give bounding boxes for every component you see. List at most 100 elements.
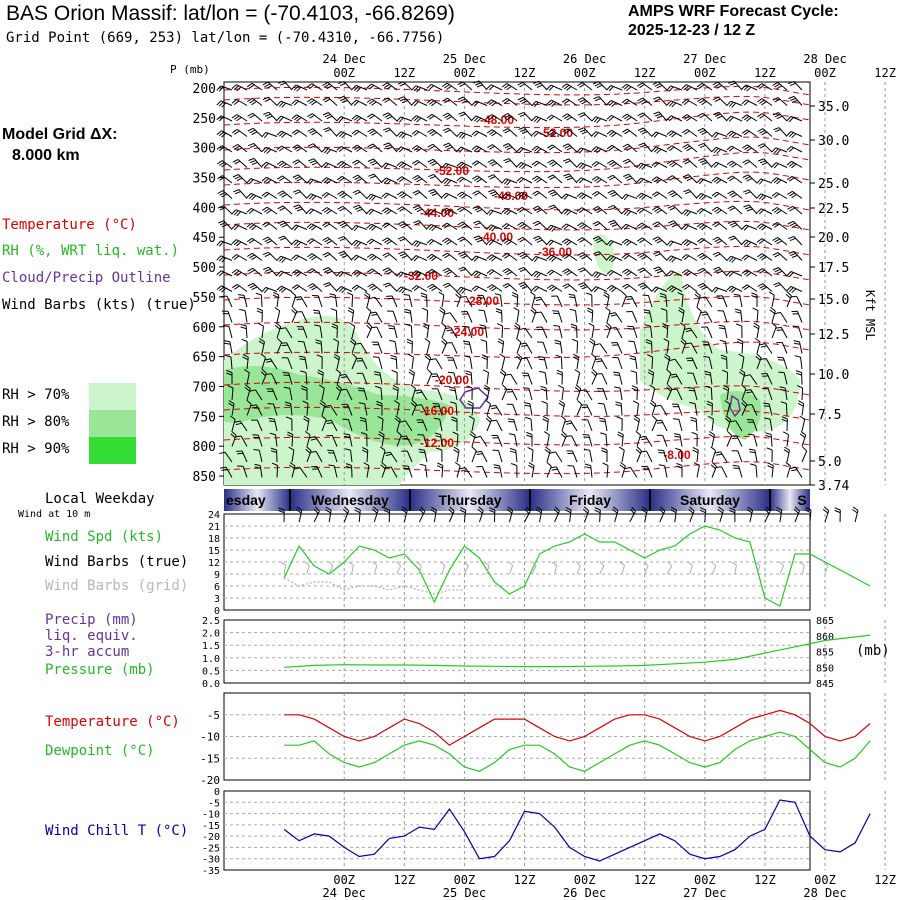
time-tick-bottom: 00Z bbox=[814, 873, 836, 887]
wind-barb bbox=[366, 253, 383, 261]
wind-barb bbox=[276, 160, 293, 168]
wind-barb bbox=[351, 84, 368, 93]
time-tick-top: 12Z bbox=[634, 66, 656, 80]
wind-barb bbox=[381, 177, 398, 185]
wind-barb bbox=[714, 451, 728, 463]
wind-barb bbox=[502, 283, 518, 292]
wind-barb bbox=[718, 324, 728, 339]
wind-barb bbox=[246, 178, 263, 185]
wind-barb bbox=[292, 174, 308, 184]
wind-barb bbox=[461, 311, 473, 323]
wind-barb bbox=[771, 162, 788, 169]
wind-barb bbox=[307, 283, 323, 292]
grid-wind-barb bbox=[463, 561, 469, 575]
wind-barb bbox=[793, 340, 803, 354]
wind-barb bbox=[319, 399, 326, 416]
wind-barb bbox=[672, 418, 683, 432]
wind-barb bbox=[240, 323, 248, 339]
wind-barb bbox=[276, 270, 293, 277]
wind-barb bbox=[392, 384, 399, 401]
wind-barb bbox=[475, 450, 488, 463]
wind-barb bbox=[330, 308, 338, 323]
wind-barb bbox=[788, 95, 803, 106]
wind-barb bbox=[732, 465, 743, 478]
wind-barb bbox=[561, 208, 578, 216]
legend-temperature: Temperature (°C) bbox=[2, 217, 137, 233]
wind-barb bbox=[651, 286, 668, 293]
isotherm-line bbox=[223, 435, 811, 446]
wind-chill-tick-label: -10 bbox=[202, 810, 220, 821]
wind-barb bbox=[403, 294, 413, 308]
date-label-bottom: 24 Dec bbox=[323, 886, 366, 900]
wind-barb bbox=[501, 223, 518, 230]
wind-barb bbox=[561, 253, 578, 261]
wind-barb bbox=[351, 114, 368, 122]
model-grid-label: Model Grid ΔX: bbox=[2, 126, 118, 143]
wind-barb bbox=[637, 237, 653, 246]
wind-barb bbox=[502, 128, 518, 137]
wind-barb bbox=[322, 112, 338, 122]
temperature-line bbox=[284, 709, 871, 746]
wind-barb bbox=[756, 238, 773, 246]
wind-barb bbox=[328, 464, 338, 478]
wind-barb bbox=[352, 189, 368, 199]
wind-barb bbox=[621, 253, 638, 261]
wind-barb bbox=[248, 142, 263, 153]
wind-barb bbox=[306, 208, 323, 215]
wind-barb bbox=[441, 222, 458, 230]
wind-barb bbox=[724, 400, 731, 416]
legend-liq: liq. equiv. bbox=[45, 628, 138, 644]
wind-barb bbox=[679, 322, 686, 339]
wind-barb bbox=[338, 80, 353, 91]
wind-barb bbox=[442, 267, 458, 277]
wind-barb bbox=[681, 239, 698, 247]
wind-barb bbox=[451, 416, 458, 431]
wind-barb bbox=[301, 385, 308, 400]
wind-barb bbox=[233, 189, 248, 199]
pressure-tick-label: 860 bbox=[816, 632, 834, 643]
wind-barb bbox=[337, 205, 353, 215]
wind-barb bbox=[516, 161, 533, 170]
wind-barb bbox=[243, 369, 250, 385]
wind-barb bbox=[317, 369, 324, 385]
wind-barb bbox=[396, 176, 413, 184]
wind-barb bbox=[382, 237, 398, 246]
wind-barb bbox=[288, 446, 295, 463]
wind-barb bbox=[562, 113, 578, 122]
wind-barb bbox=[427, 143, 443, 153]
wind-barb bbox=[682, 174, 698, 184]
wind-barb bbox=[774, 311, 788, 323]
wind-barb bbox=[772, 236, 788, 246]
surface-wind-barb bbox=[489, 507, 496, 523]
wind-barb bbox=[336, 175, 353, 184]
wind-barb bbox=[621, 208, 638, 217]
wind-barb bbox=[629, 355, 638, 370]
surface-wind-barb bbox=[729, 507, 736, 523]
wind-barb bbox=[684, 327, 698, 339]
wind-barb bbox=[347, 307, 355, 323]
wind-barb bbox=[576, 399, 583, 416]
wind-barb bbox=[785, 291, 792, 308]
wind-barb bbox=[765, 432, 773, 447]
pressure-tick-label: 300 bbox=[193, 142, 216, 157]
grid-wind-barb bbox=[372, 561, 378, 575]
wind-barb bbox=[220, 295, 233, 308]
wind-barb bbox=[606, 284, 623, 293]
rh-shading bbox=[224, 366, 450, 446]
wind-barb bbox=[309, 436, 323, 447]
wind-barb bbox=[419, 463, 428, 478]
wind-barb bbox=[474, 435, 488, 447]
wind-barb bbox=[729, 420, 743, 432]
wind-barb bbox=[595, 358, 608, 370]
wind-barb bbox=[270, 447, 278, 463]
wind-barb bbox=[562, 268, 578, 277]
wind-barb bbox=[767, 462, 774, 478]
grid-wind-barb bbox=[280, 561, 287, 575]
wind-barb bbox=[429, 358, 443, 370]
wind-barb bbox=[216, 115, 233, 122]
wind-barb bbox=[358, 402, 368, 416]
wind-barb bbox=[758, 158, 773, 168]
wind-barb bbox=[435, 447, 443, 463]
cycle-value: 2025-12-23 / 12 Z bbox=[628, 22, 756, 39]
wind-barb bbox=[787, 190, 803, 199]
